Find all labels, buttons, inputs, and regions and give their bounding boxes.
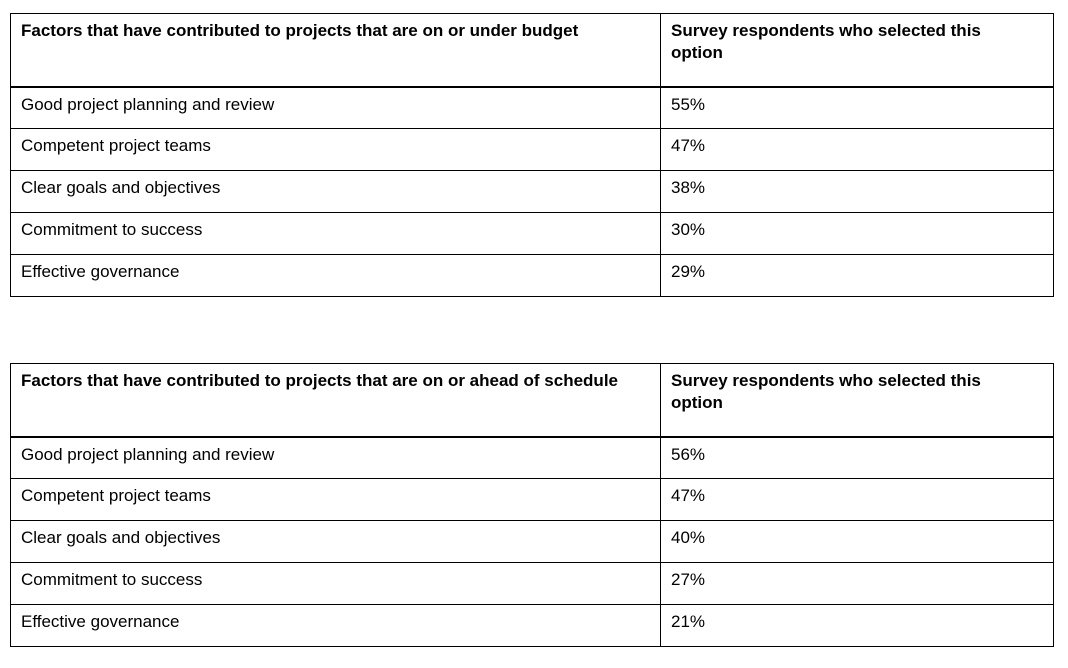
table-row: Effective governance 21%	[10, 604, 1054, 647]
table-row: Good project planning and review 56%	[10, 436, 1054, 479]
table-row: Commitment to success 30%	[10, 212, 1054, 255]
factor-column-header: Factors that have contributed to project…	[10, 13, 661, 88]
factor-cell: Competent project teams	[10, 478, 661, 521]
factor-cell: Good project planning and review	[10, 86, 661, 129]
table-header-row: Factors that have contributed to project…	[10, 13, 1054, 88]
table-row: Good project planning and review 55%	[10, 86, 1054, 129]
table-row: Clear goals and objectives 38%	[10, 170, 1054, 213]
factor-cell: Commitment to success	[10, 212, 661, 255]
value-cell: 47%	[660, 128, 1054, 171]
value-cell: 40%	[660, 520, 1054, 563]
factor-cell: Clear goals and objectives	[10, 520, 661, 563]
factor-cell: Competent project teams	[10, 128, 661, 171]
table-row: Effective governance 29%	[10, 254, 1054, 297]
value-cell: 29%	[660, 254, 1054, 297]
table-row: Competent project teams 47%	[10, 478, 1054, 521]
factor-column-header: Factors that have contributed to project…	[10, 363, 661, 438]
factor-cell: Effective governance	[10, 604, 661, 647]
value-cell: 47%	[660, 478, 1054, 521]
schedule-factors-table: Factors that have contributed to project…	[10, 363, 1054, 647]
value-cell: 56%	[660, 436, 1054, 479]
table-row: Competent project teams 47%	[10, 128, 1054, 171]
factor-cell: Clear goals and objectives	[10, 170, 661, 213]
value-cell: 55%	[660, 86, 1054, 129]
table-row: Clear goals and objectives 40%	[10, 520, 1054, 563]
table-header-row: Factors that have contributed to project…	[10, 363, 1054, 438]
value-column-header: Survey respondents who selected this opt…	[660, 13, 1054, 88]
value-column-header: Survey respondents who selected this opt…	[660, 363, 1054, 438]
value-cell: 30%	[660, 212, 1054, 255]
factor-cell: Good project planning and review	[10, 436, 661, 479]
value-cell: 27%	[660, 562, 1054, 605]
table-row: Commitment to success 27%	[10, 562, 1054, 605]
factor-cell: Effective governance	[10, 254, 661, 297]
value-cell: 21%	[660, 604, 1054, 647]
budget-factors-table: Factors that have contributed to project…	[10, 13, 1054, 297]
factor-cell: Commitment to success	[10, 562, 661, 605]
value-cell: 38%	[660, 170, 1054, 213]
